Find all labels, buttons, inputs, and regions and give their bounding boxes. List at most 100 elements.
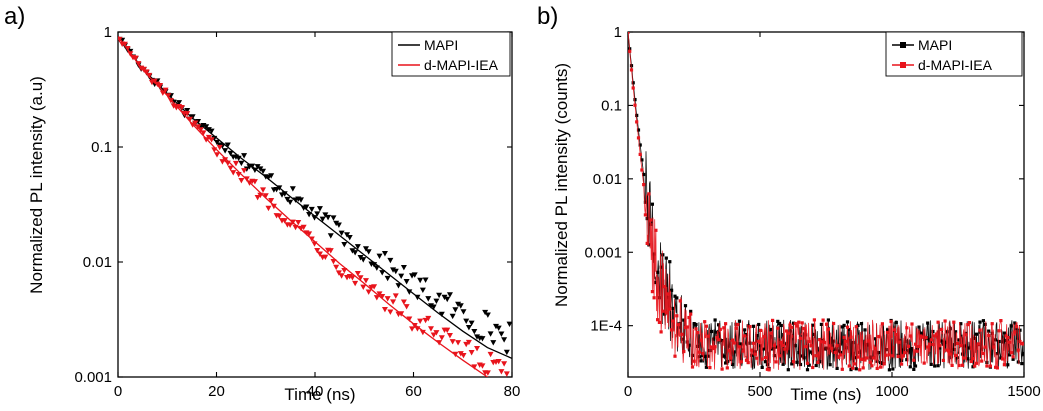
panel-a-point-mapi (449, 313, 456, 320)
panel-b-point-mapi (927, 337, 931, 341)
panel-b-point-dmapi (870, 364, 874, 368)
panel-b-point-mapi (994, 338, 998, 342)
panel-a-point-dmapi (330, 258, 337, 265)
panel-a-x-tick-label: 80 (504, 383, 521, 400)
panel-a-point-mapi (376, 253, 383, 260)
panel-b-point-dmapi (844, 339, 848, 343)
panel-b-point-mapi (636, 128, 641, 132)
panel-a-point-dmapi (314, 248, 321, 254)
panel-b-point-mapi (730, 362, 735, 366)
panel-a-point-mapi (333, 220, 340, 227)
panel-b-legend-label-mapi: MAPI (918, 37, 952, 53)
panel-b-x-axis-title: Time (ns) (790, 385, 861, 404)
panel-a-point-mapi (316, 206, 323, 212)
panel-b-point-mapi (814, 363, 818, 368)
panel-b-point-dmapi (858, 368, 862, 372)
panel-b-point-mapi (863, 328, 867, 332)
panel-b-point-dmapi (640, 168, 644, 172)
panel-b-point-mapi (981, 319, 985, 323)
panel-b-point-mapi (905, 358, 909, 362)
panel-b-point-mapi (699, 359, 703, 363)
panel-b-point-mapi (798, 362, 803, 367)
panel-a-x-axis-title: Time (ns) (284, 385, 355, 404)
panel-b-point-mapi (1020, 362, 1024, 366)
panel-a-point-mapi (303, 204, 310, 210)
panel-b-point-dmapi (825, 322, 829, 326)
panel-b-point-dmapi (743, 334, 747, 338)
panel-a-point-dmapi (203, 137, 210, 143)
panel-b-point-dmapi (842, 335, 846, 339)
panel-a-point-mapi (392, 268, 399, 275)
panel-b-point-mapi (760, 365, 764, 369)
panel-a-point-dmapi (422, 317, 429, 324)
panel-b-point-mapi (757, 322, 761, 327)
panel-b-point-dmapi (643, 213, 647, 217)
panel-a-point-mapi (319, 216, 326, 223)
panel-a-point-mapi (503, 349, 510, 356)
panel-a-point-mapi (444, 296, 451, 303)
panel-a-point-dmapi (311, 241, 318, 247)
panel-a-series-mapi (118, 35, 512, 359)
panel-b-point-dmapi (746, 361, 750, 365)
panel-b-point-mapi (717, 323, 721, 327)
panel-b-point-dmapi (652, 296, 656, 300)
panel-b-point-dmapi (727, 349, 731, 353)
panel-b-point-dmapi (941, 358, 945, 362)
panel-b-point-dmapi (840, 367, 844, 371)
panel-b-point-dmapi (917, 345, 921, 349)
panel-a-point-dmapi (287, 222, 294, 228)
panel-b-point-dmapi (1009, 351, 1013, 355)
panel-a-point-mapi (222, 148, 229, 154)
panel-b-point-mapi (1006, 363, 1010, 367)
panel-a-point-dmapi (390, 299, 397, 305)
panel-b-point-mapi (764, 360, 768, 364)
panel-a-y-axis-title: Normalized PL intensity (a.u) (27, 76, 46, 294)
panel-b-point-dmapi (725, 366, 729, 370)
panel-b-point-mapi (656, 270, 660, 274)
panel-a-point-dmapi (338, 273, 345, 279)
panel-a-point-mapi (411, 272, 418, 278)
panel-b-legend-marker-dmapi (900, 62, 906, 68)
panel-b-point-dmapi (1002, 363, 1006, 367)
panel-b-point-mapi (1011, 357, 1015, 361)
panel-a-legend-box (391, 31, 511, 77)
panel-b-point-dmapi (1015, 325, 1019, 329)
panel-b-point-dmapi (804, 345, 808, 349)
panel-b-point-dmapi (786, 331, 790, 335)
panel-b-point-mapi (694, 322, 698, 327)
panel-b-point-dmapi (668, 307, 672, 311)
panel-b-point-dmapi (821, 318, 825, 322)
panel-b-point-mapi (987, 329, 991, 333)
panel-b-point-dmapi (926, 345, 930, 349)
panel-a-point-mapi (314, 211, 321, 217)
panel-a-x-tick-label: 0 (114, 383, 122, 400)
panel-b-point-mapi (664, 256, 668, 260)
panel-b-point-dmapi (828, 344, 832, 348)
panel-a-point-mapi (195, 118, 202, 125)
panel-b-point-dmapi (954, 353, 958, 357)
panel-b-point-dmapi (779, 341, 783, 345)
panel-b-point-mapi (891, 367, 895, 371)
panel-b-point-dmapi (673, 354, 677, 358)
panel-a-x-tick-label: 60 (405, 383, 422, 400)
panel-b-point-mapi (854, 367, 858, 371)
panel-a-point-dmapi (457, 351, 464, 357)
panel-b-point-mapi (845, 320, 850, 324)
panel-b-point-mapi (859, 322, 864, 326)
panel-a-point-mapi (176, 100, 183, 106)
panel-a-point-mapi (208, 128, 215, 134)
panel-a-point-dmapi (227, 165, 234, 171)
panel-a-point-dmapi (371, 284, 378, 290)
panel-b-point-mapi (689, 309, 693, 313)
panel-b-point-dmapi (816, 360, 820, 365)
panel-a-point-dmapi (167, 98, 174, 104)
panel-a-point-mapi (379, 270, 386, 276)
panel-b-point-dmapi (654, 228, 658, 232)
panel-a-point-dmapi (195, 124, 202, 130)
panel-b-point-dmapi (783, 347, 787, 351)
panel-a-fit-line-dmapi (118, 35, 489, 377)
panel-b-point-mapi (832, 339, 836, 343)
panel-b-point-dmapi (692, 359, 696, 363)
panel-b-point-dmapi (952, 320, 956, 324)
